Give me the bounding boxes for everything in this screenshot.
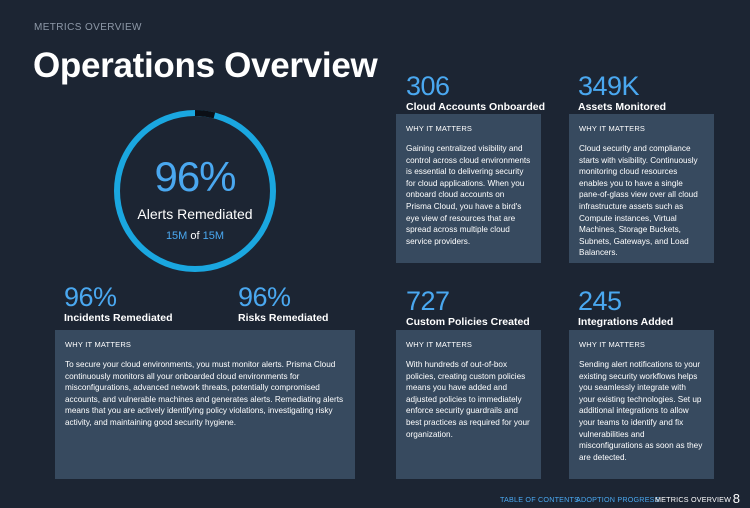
stat-assets: 349K Assets Monitored xyxy=(578,71,667,114)
stat-label: Incidents Remediated xyxy=(64,312,173,324)
card-cloud-accounts: WHY IT MATTERS Gaining centralized visib… xyxy=(396,114,541,263)
footer-link-adoption-progress[interactable]: ADOPTION PROGRESS xyxy=(576,495,660,504)
card-assets: WHY IT MATTERS Cloud security and compli… xyxy=(569,114,714,263)
stat-value: 96% xyxy=(64,282,117,312)
gauge-gap xyxy=(114,110,276,272)
gauge-label: Alerts Remediated xyxy=(137,206,253,222)
stat-label: Risks Remediated xyxy=(238,312,329,324)
card-heading: WHY IT MATTERS xyxy=(65,340,132,349)
gauge-fraction: 15M of 15M xyxy=(113,230,277,242)
stat-value: 96% xyxy=(238,282,291,312)
card-body: With hundreds of out-of-box policies, cr… xyxy=(406,360,530,439)
stat-value: 306 xyxy=(406,71,450,101)
gauge-part: 15M xyxy=(165,230,188,242)
footer-link-table-of-contents[interactable]: TABLE OF CONTENTS xyxy=(500,495,580,504)
section-label: METRICS OVERVIEW xyxy=(34,22,142,33)
stat-policies: 727 Custom Policies Created xyxy=(406,286,530,329)
stat-value: 349K xyxy=(578,71,640,101)
card-policies: WHY IT MATTERS With hundreds of out-of-b… xyxy=(396,330,541,479)
card-heading: WHY IT MATTERS xyxy=(406,124,473,133)
stat-incidents: 96% Incidents Remediated xyxy=(64,282,173,325)
stat-integrations: 245 Integrations Added xyxy=(578,286,674,329)
page-number: 8 xyxy=(732,491,740,506)
gauge-center: 96% Alerts Remediated 15M of 15M xyxy=(113,109,277,273)
stat-risks: 96% Risks Remediated xyxy=(238,282,329,325)
stat-value: 245 xyxy=(578,286,622,316)
card-heading: WHY IT MATTERS xyxy=(579,124,646,133)
stat-label: Integrations Added xyxy=(578,316,674,328)
card-heading: WHY IT MATTERS xyxy=(406,340,473,349)
card-body: Sending alert notifications to your exis… xyxy=(579,360,703,462)
card-body: Gaining centralized visibility and contr… xyxy=(406,144,531,246)
stat-value: 727 xyxy=(406,286,450,316)
footer-link-metrics-overview[interactable]: METRICS OVERVIEW xyxy=(655,495,732,504)
card-alerts: WHY IT MATTERS To secure your cloud envi… xyxy=(55,330,355,479)
card-body: Cloud security and compliance starts wit… xyxy=(579,144,698,258)
alerts-gauge xyxy=(114,110,276,272)
stat-label: Cloud Accounts Onboarded xyxy=(406,101,546,113)
stat-label: Assets Monitored xyxy=(578,101,667,113)
stat-cloud-accounts: 306 Cloud Accounts Onboarded xyxy=(406,71,546,114)
card-heading: WHY IT MATTERS xyxy=(579,340,646,349)
stat-label: Custom Policies Created xyxy=(406,316,530,328)
gauge-total: 15M xyxy=(202,230,225,242)
page-title: Operations Overview xyxy=(33,46,378,85)
gauge-of: of xyxy=(190,230,200,242)
card-body: To secure your cloud environments, you m… xyxy=(65,360,344,427)
gauge-percent: 96% xyxy=(154,153,236,200)
card-integrations: WHY IT MATTERS Sending alert notificatio… xyxy=(569,330,714,479)
